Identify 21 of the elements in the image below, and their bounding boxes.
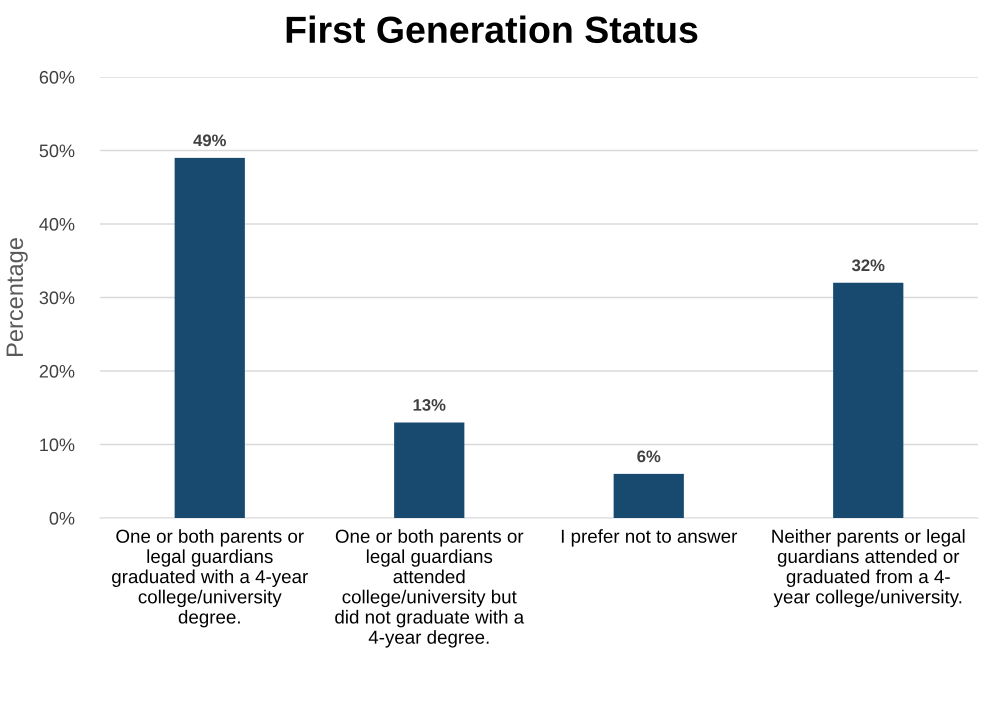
y-tick-label: 10% [40, 438, 74, 452]
bar [174, 158, 245, 518]
x-tick-label: Neither parents or legal guardians attended or graduated from a 4-year college/university. [772, 529, 964, 608]
data-label: 6% [637, 450, 660, 462]
y-tick-label: 0% [50, 512, 74, 525]
y-tick-label: 40% [39, 218, 74, 231]
x-tick-label: I prefer not to answer [562, 529, 738, 547]
y-tick-label: 60% [40, 70, 74, 84]
data-label: 13% [414, 399, 446, 411]
data-label: 49% [193, 134, 226, 146]
x-tick-label: One or both parents or legal guardians attended college/university but did not graduate with a 4-year degree. [335, 529, 524, 648]
data-label: 32% [852, 259, 884, 272]
y-tick-label: 30% [40, 291, 74, 304]
x-tick-label: One or both parents or legal guardians graduated with a 4-year college/university degree. [112, 529, 308, 628]
y-tick-label: 20% [40, 364, 74, 378]
bar [394, 422, 464, 518]
y-tick-label: 50% [40, 144, 74, 158]
chart-title: First Generation Status [286, 16, 698, 44]
y-axis-title: Percentage [6, 238, 28, 356]
bar [614, 474, 684, 518]
bar [833, 282, 904, 518]
